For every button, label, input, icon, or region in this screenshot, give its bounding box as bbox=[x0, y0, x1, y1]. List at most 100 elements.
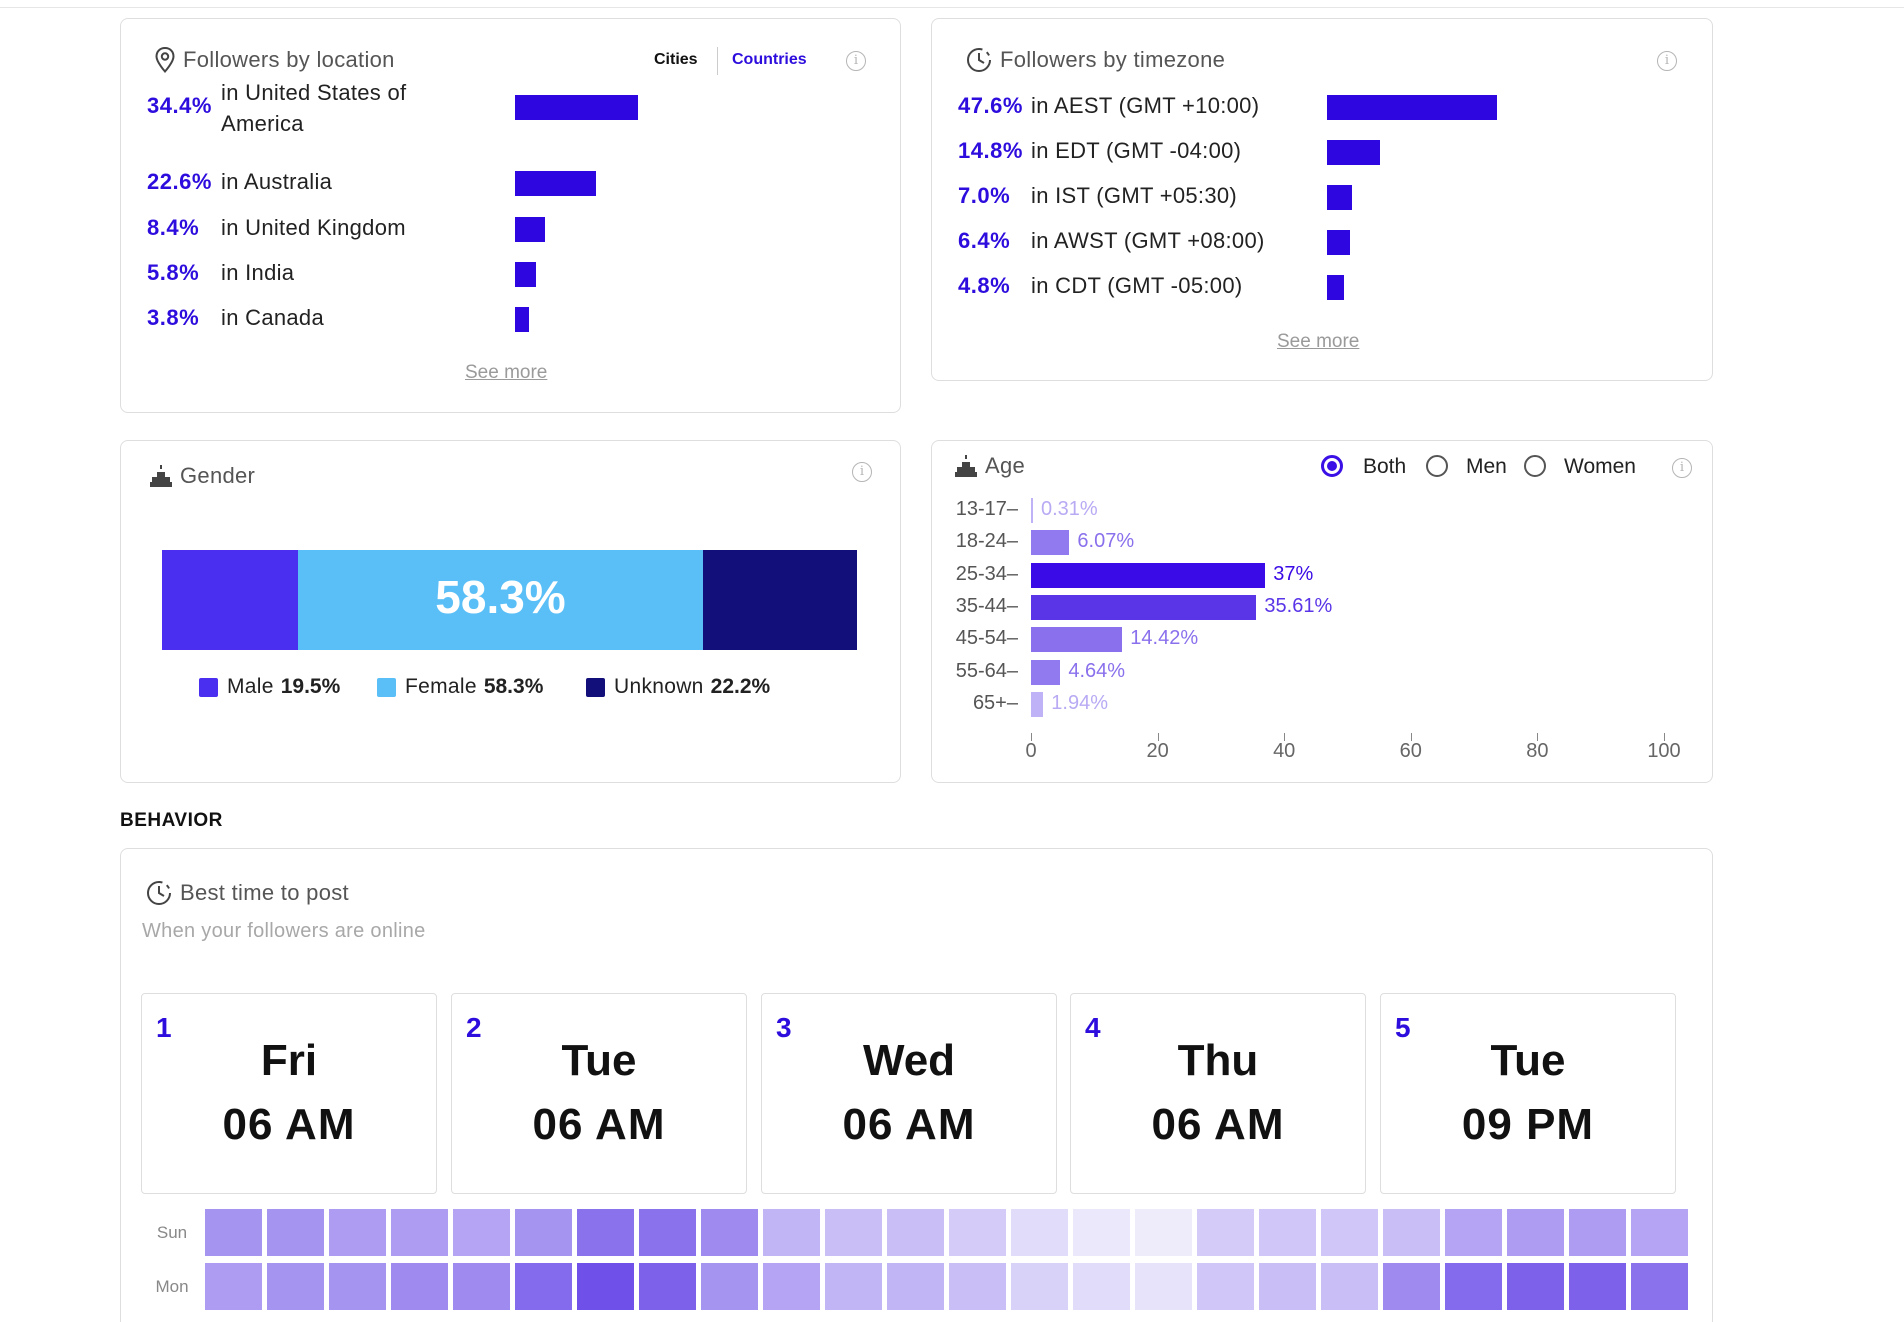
heatmap-cell[interactable] bbox=[887, 1263, 944, 1310]
slot-time: 06 AM bbox=[842, 1100, 976, 1149]
heatmap-cell[interactable] bbox=[329, 1209, 386, 1256]
heatmap-cell[interactable] bbox=[763, 1209, 820, 1256]
location-row-4-pct: 3.8% bbox=[147, 305, 200, 330]
age-category-label: 13-17– bbox=[955, 498, 1018, 520]
heatmap-cell[interactable] bbox=[577, 1263, 634, 1310]
location-info-icon[interactable]: i bbox=[846, 51, 866, 71]
gender-title-text: Gender bbox=[180, 463, 256, 488]
timezone-row-0-pct: 47.6% bbox=[958, 93, 1023, 118]
timezone-see-more-link[interactable]: See more bbox=[1277, 331, 1360, 352]
age-card-title: Age bbox=[955, 453, 1025, 479]
age-category-label: 25-34– bbox=[955, 563, 1018, 585]
location-row-0-label: in United States of bbox=[221, 80, 407, 105]
heatmap-cell[interactable] bbox=[1259, 1263, 1316, 1310]
gender-legend-swatch bbox=[377, 677, 396, 697]
timezone-card-title: Followers by timezone bbox=[966, 47, 1225, 73]
heatmap-cell[interactable] bbox=[1383, 1209, 1440, 1256]
slot-day: Thu bbox=[1177, 1036, 1259, 1085]
cities-toggle[interactable]: Cities bbox=[654, 51, 698, 68]
heatmap-cell[interactable] bbox=[949, 1263, 1006, 1310]
heatmap-cell[interactable] bbox=[1383, 1263, 1440, 1310]
timezone-row-3-bar bbox=[1327, 230, 1350, 255]
countries-toggle[interactable]: Countries bbox=[732, 51, 807, 68]
heatmap-cell[interactable] bbox=[825, 1263, 882, 1310]
timezone-row-1-pct: 14.8% bbox=[958, 138, 1023, 163]
heatmap-cell[interactable] bbox=[391, 1209, 448, 1256]
best-time-slot-4: 4 Thu 06 AM bbox=[1070, 993, 1366, 1194]
heatmap-cell[interactable] bbox=[701, 1209, 758, 1256]
heatmap-cell[interactable] bbox=[205, 1209, 262, 1256]
gender-legend-name: Female bbox=[405, 675, 477, 698]
heatmap-cell[interactable] bbox=[1011, 1263, 1068, 1310]
age-info-icon[interactable]: i bbox=[1672, 458, 1692, 478]
heatmap-cell[interactable] bbox=[453, 1209, 510, 1256]
heatmap-cell[interactable] bbox=[1445, 1263, 1502, 1310]
best-time-slot-5: 5 Tue 09 PM bbox=[1380, 993, 1676, 1194]
heatmap-cell[interactable] bbox=[1631, 1263, 1688, 1310]
age-radio-both-label[interactable]: Both bbox=[1363, 455, 1407, 478]
heatmap-cell[interactable] bbox=[515, 1263, 572, 1310]
age-bar-45-54 bbox=[1031, 627, 1123, 652]
location-see-more-link[interactable]: See more bbox=[465, 362, 548, 383]
gender-info-icon[interactable]: i bbox=[852, 462, 872, 482]
heatmap-cell[interactable] bbox=[453, 1263, 510, 1310]
location-row-0-label-line2: America bbox=[221, 111, 304, 136]
age-value-label: 35.61% bbox=[1264, 595, 1333, 617]
age-radio-women-label[interactable]: Women bbox=[1564, 455, 1636, 478]
slot-time: 06 AM bbox=[222, 1100, 356, 1149]
timezone-info-icon[interactable]: i bbox=[1657, 51, 1677, 71]
heatmap-cell[interactable] bbox=[1011, 1209, 1068, 1256]
age-cake-icon bbox=[955, 454, 977, 478]
heatmap-cell[interactable] bbox=[1507, 1263, 1564, 1310]
heatmap-cell[interactable] bbox=[1321, 1209, 1378, 1256]
gender-legend-unknown: Unknown 22.2% bbox=[586, 675, 770, 699]
heatmap-cell[interactable] bbox=[205, 1263, 262, 1310]
heatmap-cell[interactable] bbox=[1135, 1263, 1192, 1310]
age-radio-both[interactable] bbox=[1321, 455, 1343, 477]
age-category-label: 35-44– bbox=[955, 595, 1018, 617]
heatmap-cell[interactable] bbox=[1631, 1209, 1688, 1256]
heatmap-cell[interactable] bbox=[639, 1209, 696, 1256]
heatmap-cell[interactable] bbox=[1321, 1263, 1378, 1310]
age-title-text: Age bbox=[985, 453, 1026, 478]
timezone-row-4-label: in CDT (GMT -05:00) bbox=[1031, 273, 1243, 298]
heatmap-cell[interactable] bbox=[1073, 1263, 1130, 1310]
heatmap-cell[interactable] bbox=[1197, 1209, 1254, 1256]
heatmap-cell[interactable] bbox=[1569, 1209, 1626, 1256]
age-radio-men-label[interactable]: Men bbox=[1466, 455, 1507, 478]
age-bar-65+ bbox=[1031, 692, 1044, 717]
heatmap-cell[interactable] bbox=[391, 1263, 448, 1310]
heatmap-cell[interactable] bbox=[825, 1209, 882, 1256]
heatmap-cell[interactable] bbox=[1259, 1209, 1316, 1256]
gender-card-title: Gender bbox=[150, 463, 255, 489]
heatmap-cell[interactable] bbox=[515, 1209, 572, 1256]
timezone-row-4-bar bbox=[1327, 275, 1345, 300]
heatmap-cell[interactable] bbox=[763, 1263, 820, 1310]
heatmap-cell[interactable] bbox=[1135, 1209, 1192, 1256]
heatmap-cell[interactable] bbox=[329, 1263, 386, 1310]
heatmap-cell[interactable] bbox=[1569, 1263, 1626, 1310]
heatmap-cell[interactable] bbox=[949, 1209, 1006, 1256]
heatmap-cell[interactable] bbox=[887, 1209, 944, 1256]
location-row-2-bar bbox=[515, 217, 546, 242]
age-axis-tick bbox=[1031, 733, 1032, 741]
heatmap-cell[interactable] bbox=[639, 1263, 696, 1310]
timezone-row-2-pct: 7.0% bbox=[958, 183, 1011, 208]
gender-legend-name: Male bbox=[227, 675, 274, 698]
heatmap-cell[interactable] bbox=[1507, 1209, 1564, 1256]
gender-legend-swatch bbox=[199, 677, 218, 697]
heatmap-cell[interactable] bbox=[701, 1263, 758, 1310]
heatmap-day-label: Mon bbox=[155, 1277, 189, 1296]
age-axis-tick-label: 40 bbox=[1273, 740, 1296, 762]
location-row-1-pct: 22.6% bbox=[147, 169, 212, 194]
heatmap-cell[interactable] bbox=[1445, 1209, 1502, 1256]
location-row-2-pct: 8.4% bbox=[147, 215, 200, 240]
heatmap-cell[interactable] bbox=[577, 1209, 634, 1256]
heatmap-cell[interactable] bbox=[1073, 1209, 1130, 1256]
age-radio-women[interactable] bbox=[1524, 455, 1546, 477]
heatmap-cell[interactable] bbox=[267, 1209, 324, 1256]
heatmap-cell[interactable] bbox=[267, 1263, 324, 1310]
followers-by-timezone-card: Followers by timezone i See more 47.6% in… bbox=[931, 18, 1713, 381]
heatmap-cell[interactable] bbox=[1197, 1263, 1254, 1310]
age-radio-men[interactable] bbox=[1426, 455, 1448, 477]
